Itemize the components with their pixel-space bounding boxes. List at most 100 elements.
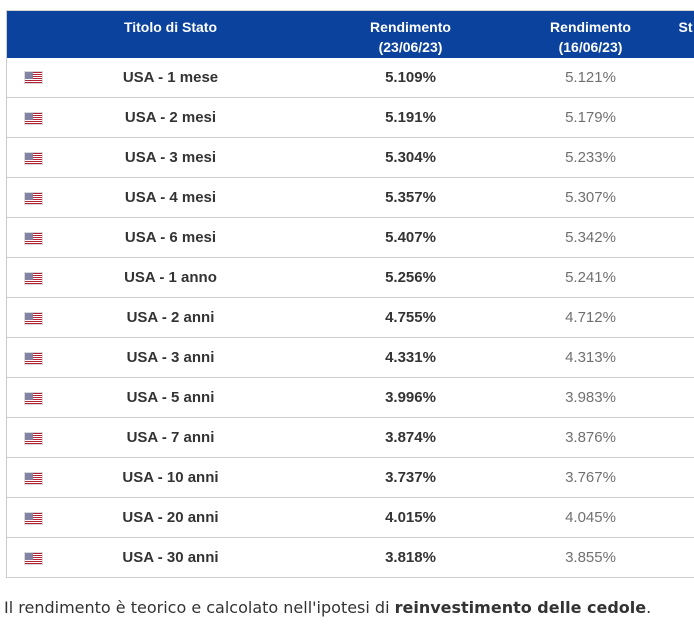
flag-cell bbox=[7, 98, 61, 138]
usa-flag-canton bbox=[25, 313, 33, 320]
page: Titolo di Stato Rendimento (23/06/23) Re… bbox=[0, 10, 694, 618]
usa-flag-icon bbox=[24, 552, 43, 565]
yield-previous: 3.876% bbox=[541, 418, 641, 458]
extra-cell-clipped bbox=[641, 98, 694, 138]
yield-current: 5.256% bbox=[281, 258, 541, 298]
usa-flag-canton bbox=[25, 353, 33, 360]
header-rendimento-current: Rendimento (23/06/23) bbox=[281, 11, 541, 58]
usa-flag-canton bbox=[25, 393, 33, 400]
extra-cell-clipped bbox=[641, 58, 694, 98]
usa-flag-canton bbox=[25, 153, 33, 160]
yield-current: 5.109% bbox=[281, 58, 541, 98]
extra-cell-clipped bbox=[641, 178, 694, 218]
table-row: USA - 2 anni 4.755% 4.712% bbox=[7, 298, 694, 338]
footnote: Il rendimento è teorico e calcolato nell… bbox=[4, 598, 694, 618]
yield-current: 3.874% bbox=[281, 418, 541, 458]
header-rendimento-current-date: (23/06/23) bbox=[281, 37, 541, 57]
yield-current: 5.304% bbox=[281, 138, 541, 178]
usa-flag-icon bbox=[24, 112, 43, 125]
yield-previous: 4.712% bbox=[541, 298, 641, 338]
yield-previous: 5.179% bbox=[541, 98, 641, 138]
yield-current: 5.407% bbox=[281, 218, 541, 258]
extra-cell-clipped bbox=[641, 338, 694, 378]
flag-cell bbox=[7, 458, 61, 498]
usa-flag-icon bbox=[24, 192, 43, 205]
usa-flag-icon bbox=[24, 392, 43, 405]
usa-flag-icon bbox=[24, 71, 43, 84]
footnote-text: Il rendimento è teorico e calcolato nell… bbox=[4, 598, 395, 617]
footnote-period: . bbox=[646, 598, 651, 617]
bond-title: USA - 3 anni bbox=[61, 338, 281, 378]
flag-cell bbox=[7, 218, 61, 258]
table-header-row: Titolo di Stato Rendimento (23/06/23) Re… bbox=[7, 11, 694, 58]
usa-flag-icon bbox=[24, 472, 43, 485]
yield-current: 3.737% bbox=[281, 458, 541, 498]
usa-flag-canton bbox=[25, 473, 33, 480]
usa-flag-canton bbox=[25, 553, 33, 560]
usa-flag-canton bbox=[25, 513, 33, 520]
table-row: USA - 3 anni 4.331% 4.313% bbox=[7, 338, 694, 378]
yield-previous: 5.241% bbox=[541, 258, 641, 298]
bond-yields-table: Titolo di Stato Rendimento (23/06/23) Re… bbox=[6, 10, 694, 578]
usa-flag-icon bbox=[24, 152, 43, 165]
yield-current: 4.331% bbox=[281, 338, 541, 378]
usa-flag-canton bbox=[25, 273, 33, 280]
yield-previous: 5.342% bbox=[541, 218, 641, 258]
usa-flag-canton bbox=[25, 233, 33, 240]
bond-title: USA - 1 mese bbox=[61, 58, 281, 98]
yield-previous: 5.121% bbox=[541, 58, 641, 98]
extra-cell-clipped bbox=[641, 258, 694, 298]
flag-cell bbox=[7, 498, 61, 538]
header-rendimento-previous-label: Rendimento bbox=[541, 17, 641, 37]
yield-previous: 4.045% bbox=[541, 498, 641, 538]
header-rendimento-current-label: Rendimento bbox=[281, 17, 541, 37]
bond-title: USA - 1 anno bbox=[61, 258, 281, 298]
yield-current: 5.357% bbox=[281, 178, 541, 218]
usa-flag-icon bbox=[24, 352, 43, 365]
table-row: USA - 10 anni 3.737% 3.767% bbox=[7, 458, 694, 498]
yield-current: 3.996% bbox=[281, 378, 541, 418]
usa-flag-canton bbox=[25, 193, 33, 200]
table-row: USA - 4 mesi 5.357% 5.307% bbox=[7, 178, 694, 218]
usa-flag-icon bbox=[24, 432, 43, 445]
table-row: USA - 5 anni 3.996% 3.983% bbox=[7, 378, 694, 418]
usa-flag-icon bbox=[24, 312, 43, 325]
bond-title: USA - 30 anni bbox=[61, 538, 281, 578]
flag-cell bbox=[7, 178, 61, 218]
yield-previous: 4.313% bbox=[541, 338, 641, 378]
extra-cell-clipped bbox=[641, 298, 694, 338]
footnote-bold-text: reinvestimento delle cedole bbox=[395, 598, 647, 617]
bond-title: USA - 6 mesi bbox=[61, 218, 281, 258]
bond-yields-table-wrap: Titolo di Stato Rendimento (23/06/23) Re… bbox=[6, 10, 694, 578]
bond-title: USA - 5 anni bbox=[61, 378, 281, 418]
extra-cell-clipped bbox=[641, 138, 694, 178]
flag-cell bbox=[7, 338, 61, 378]
usa-flag-canton bbox=[25, 72, 33, 79]
yield-current: 4.015% bbox=[281, 498, 541, 538]
yield-previous: 5.307% bbox=[541, 178, 641, 218]
usa-flag-icon bbox=[24, 232, 43, 245]
usa-flag-canton bbox=[25, 433, 33, 440]
header-titolo-label: Titolo di Stato bbox=[61, 17, 281, 37]
extra-cell-clipped bbox=[641, 498, 694, 538]
table-row: USA - 1 anno 5.256% 5.241% bbox=[7, 258, 694, 298]
yield-current: 5.191% bbox=[281, 98, 541, 138]
usa-flag-icon bbox=[24, 512, 43, 525]
table-row: USA - 2 mesi 5.191% 5.179% bbox=[7, 98, 694, 138]
bond-title: USA - 7 anni bbox=[61, 418, 281, 458]
bond-title: USA - 3 mesi bbox=[61, 138, 281, 178]
header-rendimento-previous-date: (16/06/23) bbox=[541, 37, 641, 57]
usa-flag-canton bbox=[25, 113, 33, 120]
extra-cell-clipped bbox=[641, 218, 694, 258]
flag-cell bbox=[7, 418, 61, 458]
usa-flag-icon bbox=[24, 272, 43, 285]
yield-previous: 5.233% bbox=[541, 138, 641, 178]
header-st-label: St bbox=[679, 17, 694, 37]
flag-cell bbox=[7, 378, 61, 418]
flag-cell bbox=[7, 138, 61, 178]
yield-previous: 3.767% bbox=[541, 458, 641, 498]
table-body: USA - 1 mese 5.109% 5.121% USA - 2 mesi … bbox=[7, 58, 694, 578]
table-row: USA - 30 anni 3.818% 3.855% bbox=[7, 538, 694, 578]
header-titolo-di-stato: Titolo di Stato bbox=[61, 11, 281, 58]
table-row: USA - 3 mesi 5.304% 5.233% bbox=[7, 138, 694, 178]
